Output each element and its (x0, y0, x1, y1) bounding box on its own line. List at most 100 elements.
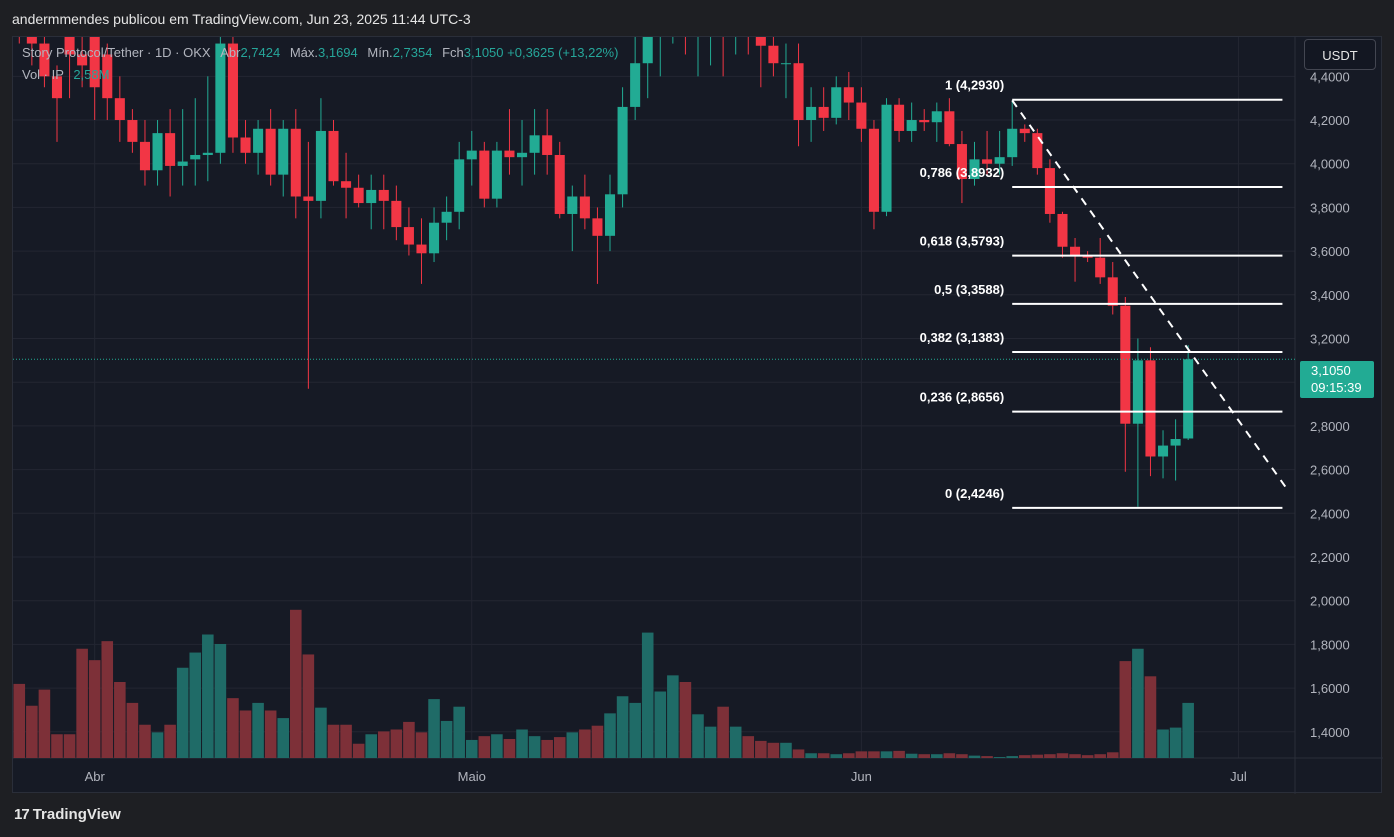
candle-body (592, 218, 603, 236)
volume-bar (76, 648, 88, 758)
volume-bar (1157, 729, 1169, 758)
candle-body (366, 189, 377, 204)
tradingview-branding[interactable]: 17 TradingView (14, 806, 121, 823)
volume-bar (101, 641, 114, 758)
volume-bar (667, 675, 679, 758)
candle-body (1095, 257, 1106, 278)
y-tick-label: 1,6000 (1310, 681, 1350, 696)
candle-body (391, 200, 402, 228)
candle-body (944, 111, 955, 145)
close-value: 3,1050 (463, 45, 504, 60)
high-value: 3,1694 (318, 45, 358, 60)
volume-bar (352, 743, 365, 758)
volume-bar (327, 724, 340, 758)
candle-body (1145, 360, 1156, 457)
candle-body (1183, 359, 1194, 439)
trend-line-dashed (1011, 99, 1290, 493)
candle-body (881, 104, 892, 212)
volume-bar (868, 751, 880, 758)
volume-bar (905, 753, 918, 758)
candle-body (1057, 213, 1068, 247)
volume-bar (428, 699, 440, 758)
fib-level-label: 0,236 (2,8656) (920, 390, 1005, 405)
candle-body (755, 37, 766, 46)
volume-bar (390, 729, 403, 758)
volume-bar (151, 732, 164, 758)
candle-body (278, 128, 289, 175)
candle-body (529, 135, 540, 153)
candle-body (290, 128, 301, 197)
candle-body (215, 43, 226, 153)
volume-bar (918, 754, 931, 758)
candle-body (831, 87, 842, 118)
candle-body (114, 98, 125, 121)
volume-bar (755, 740, 767, 758)
volume-bar (290, 609, 302, 758)
y-tick-label: 1,8000 (1310, 637, 1350, 652)
candle-body (315, 130, 326, 201)
candle-body (567, 196, 578, 214)
volume-bar (415, 732, 428, 758)
price-chart[interactable]: 1,4000 1,6000 1,8000 2,0000 2,2000 2,4000 2,60… (13, 37, 1383, 794)
candle-body (240, 137, 251, 153)
volume-bar (1044, 754, 1056, 758)
y-tick-label: 3,6000 (1310, 244, 1350, 259)
volume-bar (880, 751, 893, 758)
volume-bar (26, 705, 38, 758)
volume-bar (993, 757, 1006, 758)
candle-body (604, 194, 616, 236)
volume-bar (767, 742, 780, 758)
candle-body (429, 222, 440, 254)
candle-body (793, 63, 804, 121)
currency-button[interactable]: USDT (1304, 39, 1376, 70)
volume-bar (516, 729, 528, 758)
candle-body (768, 45, 779, 64)
candle-body (253, 128, 264, 153)
volume-bar (843, 753, 855, 758)
volume-bar (629, 702, 641, 758)
x-tick-label: Jun (851, 769, 872, 784)
last-price-value: 3,1050 (1311, 363, 1351, 378)
chart-panel[interactable]: 1,4000 1,6000 1,8000 2,0000 2,2000 2,4000 2,60… (12, 36, 1383, 794)
volume-label[interactable]: Vol · IP (22, 67, 64, 82)
last-price-tag: 3,1050 09:15:39 (1300, 361, 1374, 398)
volume-bar (830, 754, 843, 758)
candle-body (1170, 439, 1181, 446)
volume-bar (252, 702, 264, 758)
candle-body (303, 196, 314, 201)
candle-body (1132, 360, 1143, 424)
candle-body (579, 196, 590, 219)
volume-bar (956, 754, 968, 758)
fib-level-label: 0,5 (3,3588) (934, 282, 1004, 297)
volume-bar (277, 718, 290, 758)
high-label: Máx. (289, 45, 318, 60)
volume-bar (214, 644, 227, 758)
candle-body (1158, 445, 1169, 457)
volume-bar (1182, 702, 1194, 758)
volume-bar (189, 652, 202, 758)
y-tick-label: 4,2000 (1310, 113, 1350, 128)
volume-bar (227, 698, 239, 758)
volume-bar (981, 756, 993, 758)
candle-body (504, 150, 515, 158)
x-tick-label: Abr (85, 769, 106, 784)
volume-bar (264, 710, 277, 758)
volume-bar (478, 736, 491, 758)
ohlc-legend: Story Protocol/Tether · 1D · OKX Abr2,74… (22, 45, 618, 60)
candle-body (127, 120, 138, 142)
volume-bar (1069, 754, 1081, 758)
volume-bar (817, 753, 830, 758)
volume-bar (729, 726, 742, 758)
y-tick-label: 2,6000 (1310, 463, 1350, 478)
candle-body (378, 189, 389, 201)
symbol-info[interactable]: Story Protocol/Tether · 1D · OKX (22, 45, 211, 60)
candle-body (856, 102, 867, 129)
volume-bar (377, 731, 390, 758)
x-tick-label: Jul (1230, 769, 1247, 784)
volume-bar (1119, 661, 1132, 758)
volume-bar (1031, 754, 1044, 758)
candle-body (341, 181, 352, 188)
volume-bar (943, 753, 956, 758)
y-tick-label: 4,4000 (1310, 69, 1350, 84)
candle-body (89, 37, 100, 88)
